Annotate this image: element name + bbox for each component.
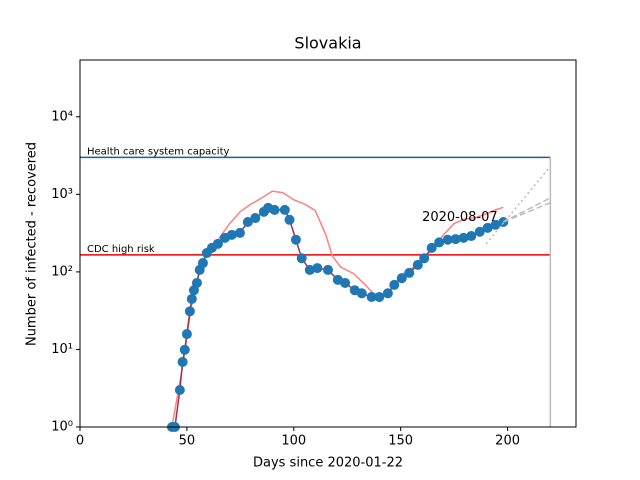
x-axis-label: Days since 2020-01-22: [253, 456, 403, 471]
data-point: [177, 356, 188, 367]
plot-frame: [79, 59, 577, 428]
data-point: [269, 204, 280, 215]
data-point: [474, 226, 485, 237]
data-point: [490, 219, 501, 230]
data-point: [458, 232, 469, 243]
data-point: [396, 273, 407, 284]
data-point: [296, 253, 307, 264]
threshold-label: CDC high risk: [87, 244, 155, 255]
data-point: [226, 229, 237, 240]
data-point: [191, 277, 202, 288]
data-point: [356, 288, 367, 299]
data-point: [434, 237, 445, 248]
series-line: [171, 190, 504, 428]
data-point: [323, 264, 333, 275]
data-point: [284, 214, 295, 225]
data-point: [450, 234, 461, 245]
data-point: [374, 291, 385, 302]
x-tick-label: 200: [495, 434, 520, 449]
data-point: [181, 329, 192, 340]
data-point: [442, 234, 453, 245]
data-point: [197, 258, 208, 269]
x-tick-label: 150: [388, 434, 413, 449]
y-tick-label: 10²: [51, 264, 73, 279]
data-point: [242, 216, 253, 227]
data-point: [482, 222, 493, 233]
data-point: [466, 231, 477, 242]
data-point: [279, 204, 290, 215]
data-point: [389, 279, 400, 290]
data-point: [290, 234, 301, 245]
series-line: [502, 197, 551, 223]
threshold-label: Health care system capacity: [87, 146, 229, 157]
data-point: [426, 242, 437, 253]
data-point: [404, 267, 415, 278]
data-point: [174, 384, 185, 395]
data-point: [382, 288, 393, 299]
y-tick-label: 10⁴: [51, 109, 73, 124]
x-tick-label: 0: [76, 434, 84, 449]
chart-title: Slovakia: [294, 34, 361, 53]
y-tick-label: 10³: [51, 187, 73, 202]
data-point: [234, 227, 245, 238]
y-axis-label: Number of infected - recovered: [25, 142, 40, 346]
annotation: 2020-08-07: [422, 210, 498, 225]
x-tick-label: 100: [281, 434, 306, 449]
data-point: [312, 263, 323, 274]
data-point: [419, 253, 430, 264]
data-point: [212, 238, 223, 249]
data-point: [250, 213, 261, 224]
data-point: [184, 306, 195, 317]
y-tick-label: 10⁰: [51, 420, 73, 435]
x-tick-label: 50: [179, 434, 196, 449]
data-point: [366, 291, 377, 302]
data-point: [340, 277, 351, 288]
data-point: [179, 344, 190, 355]
data-point: [412, 259, 423, 270]
data-point: [304, 264, 315, 275]
series-line: [503, 202, 551, 223]
y-tick-label: 10¹: [51, 342, 73, 357]
series-line: [485, 165, 551, 245]
data-point: [186, 293, 197, 304]
